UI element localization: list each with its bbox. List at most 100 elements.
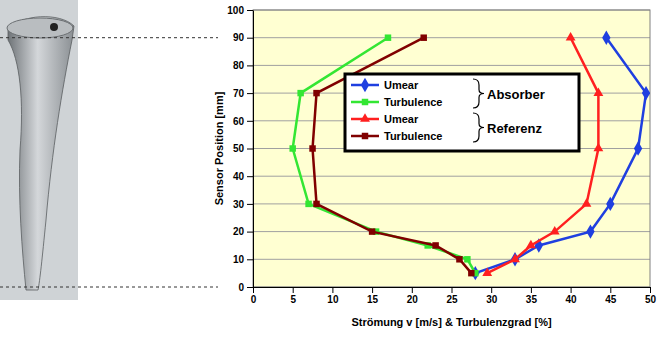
- legend-box: [345, 74, 579, 151]
- marker: [593, 143, 603, 152]
- marker: [606, 197, 614, 211]
- tick-label: 40: [566, 294, 578, 305]
- tick: 25: [446, 287, 458, 305]
- marker: [586, 224, 594, 238]
- hub-hole: [50, 23, 58, 31]
- tick: 20: [233, 226, 253, 237]
- tick-label: 0: [238, 282, 244, 293]
- tick-mark: [247, 232, 253, 233]
- marker: [593, 87, 603, 96]
- grid-line: [253, 65, 650, 66]
- marks: [289, 30, 650, 280]
- legend-label: Turbulence: [384, 96, 442, 108]
- tick-mark: [372, 287, 373, 293]
- tick-mark: [247, 65, 253, 66]
- tick: 0: [238, 282, 253, 293]
- axis-title: Strömung v [m/s] & Turbulenzgrad [%]: [351, 316, 552, 328]
- guide-line: [0, 287, 218, 288]
- marker: [313, 201, 319, 207]
- grid-line: [253, 259, 650, 260]
- blade-photo: [0, 0, 78, 300]
- tick-label: 20: [233, 226, 245, 237]
- tick: 90: [233, 32, 253, 43]
- legend-group-label: Referenz: [487, 121, 542, 136]
- tick-label: 45: [605, 294, 617, 305]
- legend-label: Turbulence: [384, 130, 442, 142]
- legend-marker: [360, 113, 370, 122]
- tick-mark: [253, 287, 254, 293]
- marker: [642, 86, 650, 100]
- legend: UmearTurbulenceUmearTurbulenceAbsorberRe…: [345, 74, 579, 151]
- tick-label: 15: [367, 294, 379, 305]
- tick: 50: [645, 287, 657, 305]
- marker: [582, 198, 592, 207]
- tick-mark: [293, 287, 294, 293]
- legend-brace: [473, 113, 484, 142]
- tick-label: 10: [233, 254, 245, 265]
- tick-mark: [247, 287, 253, 288]
- marker: [313, 90, 319, 96]
- axis-line: [253, 11, 254, 288]
- marker: [602, 30, 610, 44]
- marker: [305, 201, 311, 207]
- tick-label: 50: [233, 143, 245, 154]
- marker: [385, 34, 391, 40]
- tick: 60: [233, 116, 253, 127]
- axis-title: Sensor Position [mm]: [213, 91, 225, 205]
- tick: 10: [327, 287, 339, 305]
- tick: 20: [407, 287, 419, 305]
- marker: [309, 145, 315, 151]
- legend-label: Umear: [384, 79, 419, 91]
- tick-mark: [531, 287, 532, 293]
- tick-label: 35: [526, 294, 538, 305]
- tick: 30: [233, 199, 253, 210]
- marker: [634, 141, 642, 155]
- tick-label: 20: [407, 294, 419, 305]
- x-axis: 05101520253035404550: [251, 287, 657, 305]
- marker: [369, 228, 375, 234]
- marker: [420, 34, 426, 40]
- tick: 50: [233, 143, 253, 154]
- tick: 15: [367, 287, 379, 305]
- tick: 40: [233, 171, 253, 182]
- tick: 70: [233, 88, 253, 99]
- tick-mark: [247, 176, 253, 177]
- tick-label: 50: [645, 294, 657, 305]
- plot-frame: [253, 10, 650, 287]
- marker: [456, 256, 462, 262]
- tick-label: 40: [233, 171, 245, 182]
- tick-label: 5: [290, 294, 296, 305]
- tick-mark: [412, 287, 413, 293]
- tick-mark: [491, 287, 492, 293]
- legend-marker: [362, 133, 368, 139]
- marker: [297, 90, 303, 96]
- guide-line: [0, 37, 218, 38]
- marker: [482, 267, 492, 276]
- marker: [526, 240, 536, 249]
- tick: 35: [526, 287, 538, 305]
- marker: [468, 270, 474, 276]
- tick-mark: [610, 287, 611, 293]
- tick: 0: [251, 287, 257, 305]
- marker: [566, 32, 576, 41]
- tick-mark: [247, 121, 253, 122]
- blade-hub: [7, 18, 73, 38]
- marker: [510, 254, 520, 263]
- tick-label: 25: [446, 294, 458, 305]
- tick-mark: [247, 38, 253, 39]
- tick-mark: [571, 287, 572, 293]
- tick-mark: [452, 287, 453, 293]
- tick-mark: [247, 204, 253, 205]
- tick-label: 30: [233, 199, 245, 210]
- y-axis: 0102030405060708090100: [227, 5, 253, 293]
- legend-marker: [362, 99, 368, 105]
- legend-label: Umear: [384, 113, 419, 125]
- tick: 100: [227, 5, 253, 16]
- plot-background: [253, 10, 650, 287]
- tick-label: 90: [233, 32, 245, 43]
- legend-marker: [361, 78, 369, 92]
- marker: [511, 252, 519, 266]
- tick-label: 10: [327, 294, 339, 305]
- marker: [432, 242, 438, 248]
- tick: 45: [605, 287, 617, 305]
